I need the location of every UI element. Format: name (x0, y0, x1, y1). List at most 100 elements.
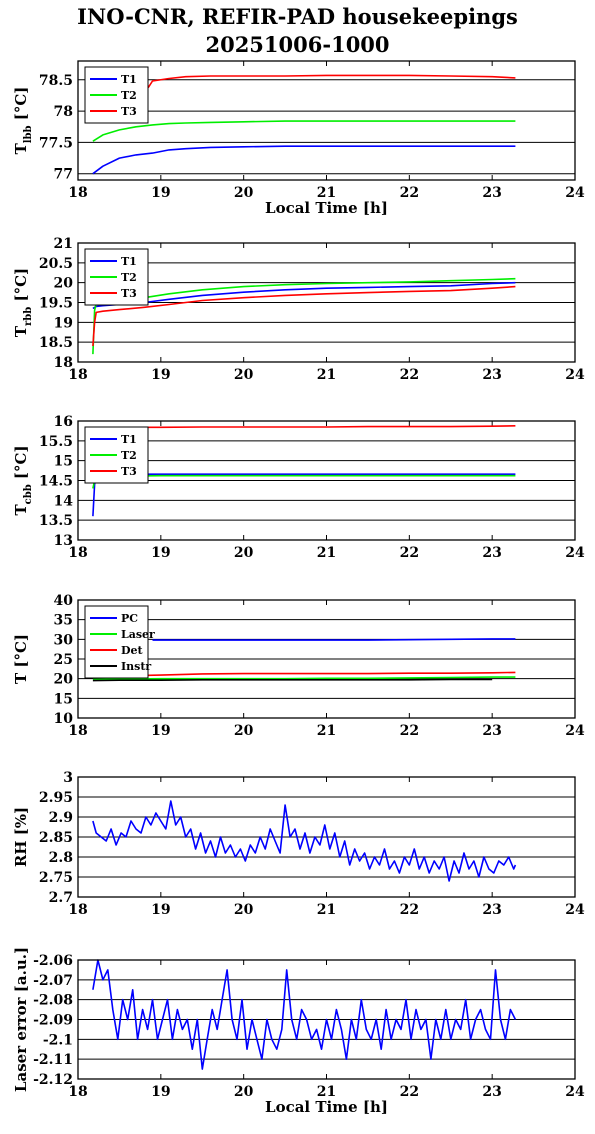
y-tick-label: 13 (54, 533, 73, 549)
y-tick-label: -2.1 (43, 1032, 73, 1048)
y-tick-label: 16 (54, 414, 73, 430)
x-tick-label: 21 (317, 185, 336, 201)
series-line-t3 (92, 425, 516, 429)
y-tick-label: 2.95 (39, 790, 73, 806)
y-tick-label: 2.75 (39, 870, 73, 886)
y-tick-label: 15 (54, 691, 73, 707)
y-tick-label: -2.06 (33, 953, 73, 969)
x-tick-label: 20 (234, 545, 254, 561)
chart-panel-1: 18 19 20 21 22 23 24 77 77.5 78 78.5 T1 T2 T3 Tlbb [°C… (12, 60, 585, 217)
legend-label: T3 (121, 287, 137, 300)
x-tick-label: 21 (317, 723, 336, 739)
y-tick-label: 19.5 (39, 296, 73, 312)
x-tick-label: 21 (317, 545, 336, 561)
x-tick-label: 20 (234, 1084, 254, 1100)
plot-frame (77, 959, 576, 1080)
plot-frame (77, 599, 576, 719)
chart-panel-3: 18 19 20 21 22 23 24 13 13.5 14 14.5 15 15.5 16 T1 T2 T3… (12, 414, 585, 561)
y-tick-label: -2.08 (33, 993, 73, 1009)
x-tick-label: 19 (151, 367, 170, 383)
x-tick-label: 18 (68, 1084, 87, 1100)
legend-label: Det (121, 644, 144, 657)
y-tick-label: 20.5 (39, 256, 73, 272)
x-tick-label: 23 (482, 545, 501, 561)
legend-label: T3 (121, 465, 137, 478)
y-tick-label: 2.85 (39, 830, 73, 846)
x-tick-label: 18 (68, 545, 87, 561)
x-tick-label: 20 (234, 902, 254, 918)
series-line-det (92, 671, 516, 679)
y-tick-label: 25 (54, 652, 73, 668)
x-tick-label: 24 (565, 1084, 585, 1100)
y-axis-label: Tcbb [°C] (12, 445, 34, 515)
chart-panel-5: 18 19 20 21 22 23 24 2.7 2.75 2.8 2.85 2.9 2.95 3 RH [… (12, 770, 585, 918)
x-tick-label: 19 (151, 1084, 170, 1100)
legend: T1 T2 T3 (84, 248, 149, 306)
y-tick-label: 20 (54, 276, 74, 292)
x-tick-label: 22 (400, 902, 419, 918)
y-tick-label: 2.9 (49, 810, 73, 826)
plot-frame (77, 776, 576, 898)
x-tick-label: 24 (565, 902, 585, 918)
y-tick-label: 14.5 (39, 474, 73, 490)
legend: T1 T2 T3 (84, 66, 149, 124)
chart-panel-6: 18 19 20 21 22 23 24 -2.06 -2.07 -2.08 -2.09 -2.1 -2… (12, 947, 585, 1116)
series-line-t1 (92, 145, 516, 175)
x-tick-label: 22 (400, 1084, 419, 1100)
y-tick-label: -2.09 (33, 1013, 73, 1029)
x-tick-label: 23 (482, 185, 501, 201)
y-tick-label: 35 (54, 613, 73, 629)
x-tick-label: 22 (400, 723, 419, 739)
y-tick-label: 13.5 (39, 513, 73, 529)
x-axis-label: Local Time [h] (265, 199, 388, 217)
x-tick-label: 23 (482, 902, 501, 918)
y-tick-label: 40 (54, 593, 74, 609)
y-tick-label: 2.8 (49, 850, 73, 866)
y-tick-label: -2.12 (33, 1072, 73, 1088)
legend-label: T1 (121, 255, 137, 268)
legend: T1 T2 T3 (84, 426, 149, 484)
x-tick-label: 19 (151, 185, 170, 201)
legend-label: T1 (121, 73, 137, 86)
y-tick-label: 78.5 (39, 73, 73, 89)
x-tick-label: 19 (151, 902, 170, 918)
x-tick-label: 21 (317, 902, 336, 918)
x-tick-label: 18 (68, 723, 87, 739)
y-tick-label: 77 (54, 167, 73, 183)
series-line-data (92, 959, 517, 1070)
series-line-t2 (92, 120, 516, 142)
chart-subtitle: 20251006-1000 (205, 32, 390, 57)
chart-panel-4: 18 19 20 21 22 23 24 10 15 20 25 30 35 40 PC Laser Det In… (12, 593, 585, 739)
y-tick-label: 18 (54, 355, 73, 371)
x-tick-label: 24 (565, 367, 585, 383)
x-tick-label: 20 (234, 723, 254, 739)
y-tick-label: 30 (54, 632, 74, 648)
series-line-data (92, 800, 517, 882)
x-tick-label: 19 (151, 723, 170, 739)
legend-label: Laser (121, 628, 155, 641)
series-line-t3 (92, 285, 516, 347)
legend: PC Laser Det Instr (84, 605, 155, 679)
y-tick-label: -2.11 (33, 1052, 73, 1068)
legend-label: T2 (121, 271, 137, 284)
x-tick-label: 18 (68, 367, 87, 383)
y-tick-label: 15.5 (39, 434, 73, 450)
x-tick-label: 22 (400, 545, 419, 561)
series-line-pc (152, 638, 516, 641)
x-tick-label: 23 (482, 723, 501, 739)
legend-label: T2 (121, 449, 137, 462)
x-tick-label: 18 (68, 902, 87, 918)
legend-label: T1 (121, 433, 137, 446)
x-tick-label: 19 (151, 545, 170, 561)
y-tick-label: 21 (54, 236, 73, 252)
series-line-instr (92, 678, 493, 682)
x-tick-label: 23 (482, 367, 501, 383)
series-line-laser (92, 676, 516, 681)
series-line-t3 (92, 74, 516, 89)
y-axis-label: Tlbb [°C] (12, 87, 34, 155)
y-axis-label: T [°C] (12, 634, 30, 684)
x-tick-label: 24 (565, 185, 585, 201)
x-tick-label: 24 (565, 723, 585, 739)
x-tick-label: 24 (565, 545, 585, 561)
